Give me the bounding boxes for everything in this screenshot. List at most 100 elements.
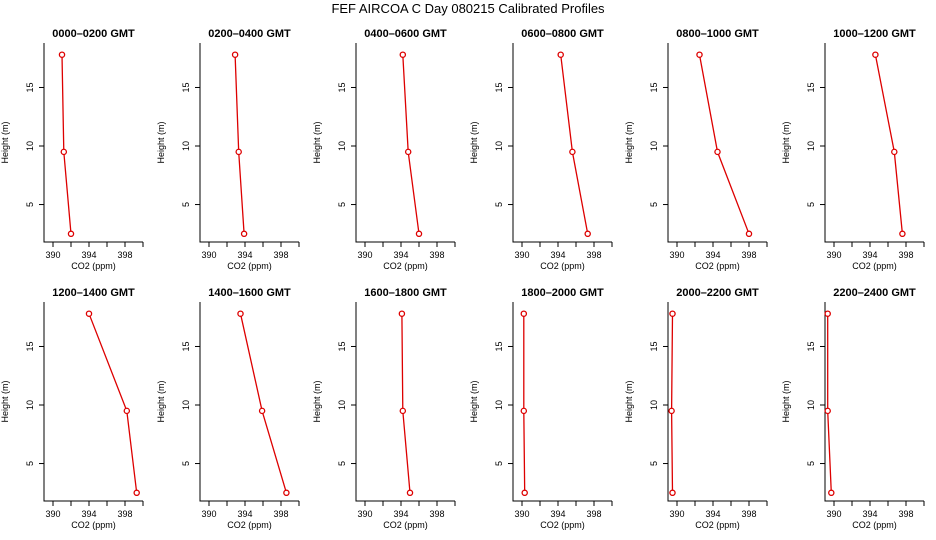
panel-title: 1200–1400 GMT [52,287,135,299]
x-tick-label: 394 [705,250,720,260]
x-tick-label: 394 [862,250,877,260]
profile-line [670,313,674,493]
data-point [696,51,703,58]
chart-panel-9: 1600–1800 GMT 390 394 398 5 10 15 CO2 (ppm) Heig… [312,287,456,530]
data-point [399,51,407,58]
y-tick-label: 5 [806,202,816,207]
profile-line [239,313,288,493]
x-axis-label: CO2 (ppm) [71,261,116,271]
data-point [231,51,239,58]
x-tick-label: 390 [826,250,841,260]
panel-title: 0200–0400 GMT [208,28,291,40]
y-tick-label: 5 [806,461,816,466]
data-point [258,407,266,415]
chart-panel-4: 0600–0800 GMT 390 394 398 5 10 15 CO2 (ppm) Heig… [469,28,613,271]
data-point [824,407,831,415]
y-tick-label: 10 [494,400,504,410]
data-point [235,148,242,156]
x-axis-label: CO2 (ppm) [383,261,428,271]
data-point [240,230,248,238]
y-axis-label: Height (m) [624,121,634,163]
x-tick-label: 394 [81,250,96,260]
y-tick-label: 10 [806,141,816,151]
x-tick-label: 398 [741,250,756,260]
data-point [404,148,412,156]
panel-title: 0400–0600 GMT [364,28,447,40]
y-tick-label: 15 [181,341,191,351]
x-axis-label: CO2 (ppm) [71,520,116,530]
profile-line [88,313,138,493]
y-tick-label: 15 [494,341,504,351]
x-axis-label: CO2 (ppm) [695,261,740,271]
y-tick-label: 15 [25,82,35,92]
y-tick-label: 15 [806,341,816,351]
y-tick-label: 10 [494,141,504,151]
profile-line [560,54,589,234]
panel-title: 2200–2400 GMT [833,287,916,299]
x-tick-label: 394 [393,509,408,519]
chart-panel-11: 2000–2200 GMT 390 394 398 5 10 15 CO2 (ppm) Heig… [624,287,768,530]
y-tick-label: 15 [337,341,347,351]
y-axis-label: Height (m) [469,380,479,422]
panel-title: 0800–1000 GMT [676,28,759,40]
y-tick-label: 15 [649,82,659,92]
y-axis-label: Height (m) [156,121,166,163]
panel-title: 1400–1600 GMT [208,287,291,299]
data-point [584,230,591,238]
data-point [569,148,576,156]
profile-line [827,313,832,493]
y-tick-label: 5 [25,461,35,466]
y-tick-label: 5 [649,461,659,466]
data-point [714,148,721,156]
y-tick-label: 10 [337,141,347,151]
y-tick-label: 15 [337,82,347,92]
data-point [521,489,528,497]
y-tick-label: 5 [337,461,347,466]
data-point [283,489,290,497]
panel-title: 1800–2000 GMT [521,287,604,299]
y-tick-label: 5 [25,202,35,207]
x-axis-label: CO2 (ppm) [852,520,897,530]
x-tick-label: 398 [429,250,444,260]
data-point [557,51,564,58]
y-tick-label: 10 [649,400,659,410]
profile-line [402,54,420,234]
profile-line [698,54,750,235]
y-tick-label: 10 [181,400,191,410]
panel-title: 1600–1800 GMT [364,287,447,299]
y-axis-label: Height (m) [312,380,322,422]
x-tick-label: 390 [514,250,529,260]
data-point [399,407,407,415]
profile-line [234,54,245,234]
x-axis-label: CO2 (ppm) [540,261,585,271]
y-tick-label: 15 [181,82,191,92]
x-axis-label: CO2 (ppm) [383,520,428,530]
x-tick-label: 394 [393,250,408,260]
x-tick-label: 398 [429,509,444,519]
x-tick-label: 394 [705,509,720,519]
y-axis-label: Height (m) [469,121,479,163]
x-axis-label: CO2 (ppm) [227,261,272,271]
data-point [668,407,675,415]
x-tick-label: 398 [898,509,913,519]
data-point [745,230,753,238]
x-tick-label: 398 [117,509,132,519]
y-axis-label: Height (m) [624,380,634,422]
data-point [669,489,676,497]
x-tick-label: 394 [862,509,877,519]
data-point [872,51,879,58]
y-tick-label: 5 [494,202,504,207]
x-axis-label: CO2 (ppm) [227,520,272,530]
x-tick-label: 390 [45,509,60,519]
x-tick-label: 394 [550,250,565,260]
data-point [520,310,528,317]
x-tick-label: 394 [550,509,565,519]
x-tick-label: 398 [741,509,756,519]
data-point [237,310,244,317]
chart-panel-7: 1200–1400 GMT 390 394 398 5 10 15 CO2 (ppm) Heig… [0,287,144,530]
y-tick-label: 15 [494,82,504,92]
x-tick-label: 390 [201,509,216,519]
y-axis-label: Height (m) [0,380,10,422]
x-tick-label: 398 [117,250,132,260]
